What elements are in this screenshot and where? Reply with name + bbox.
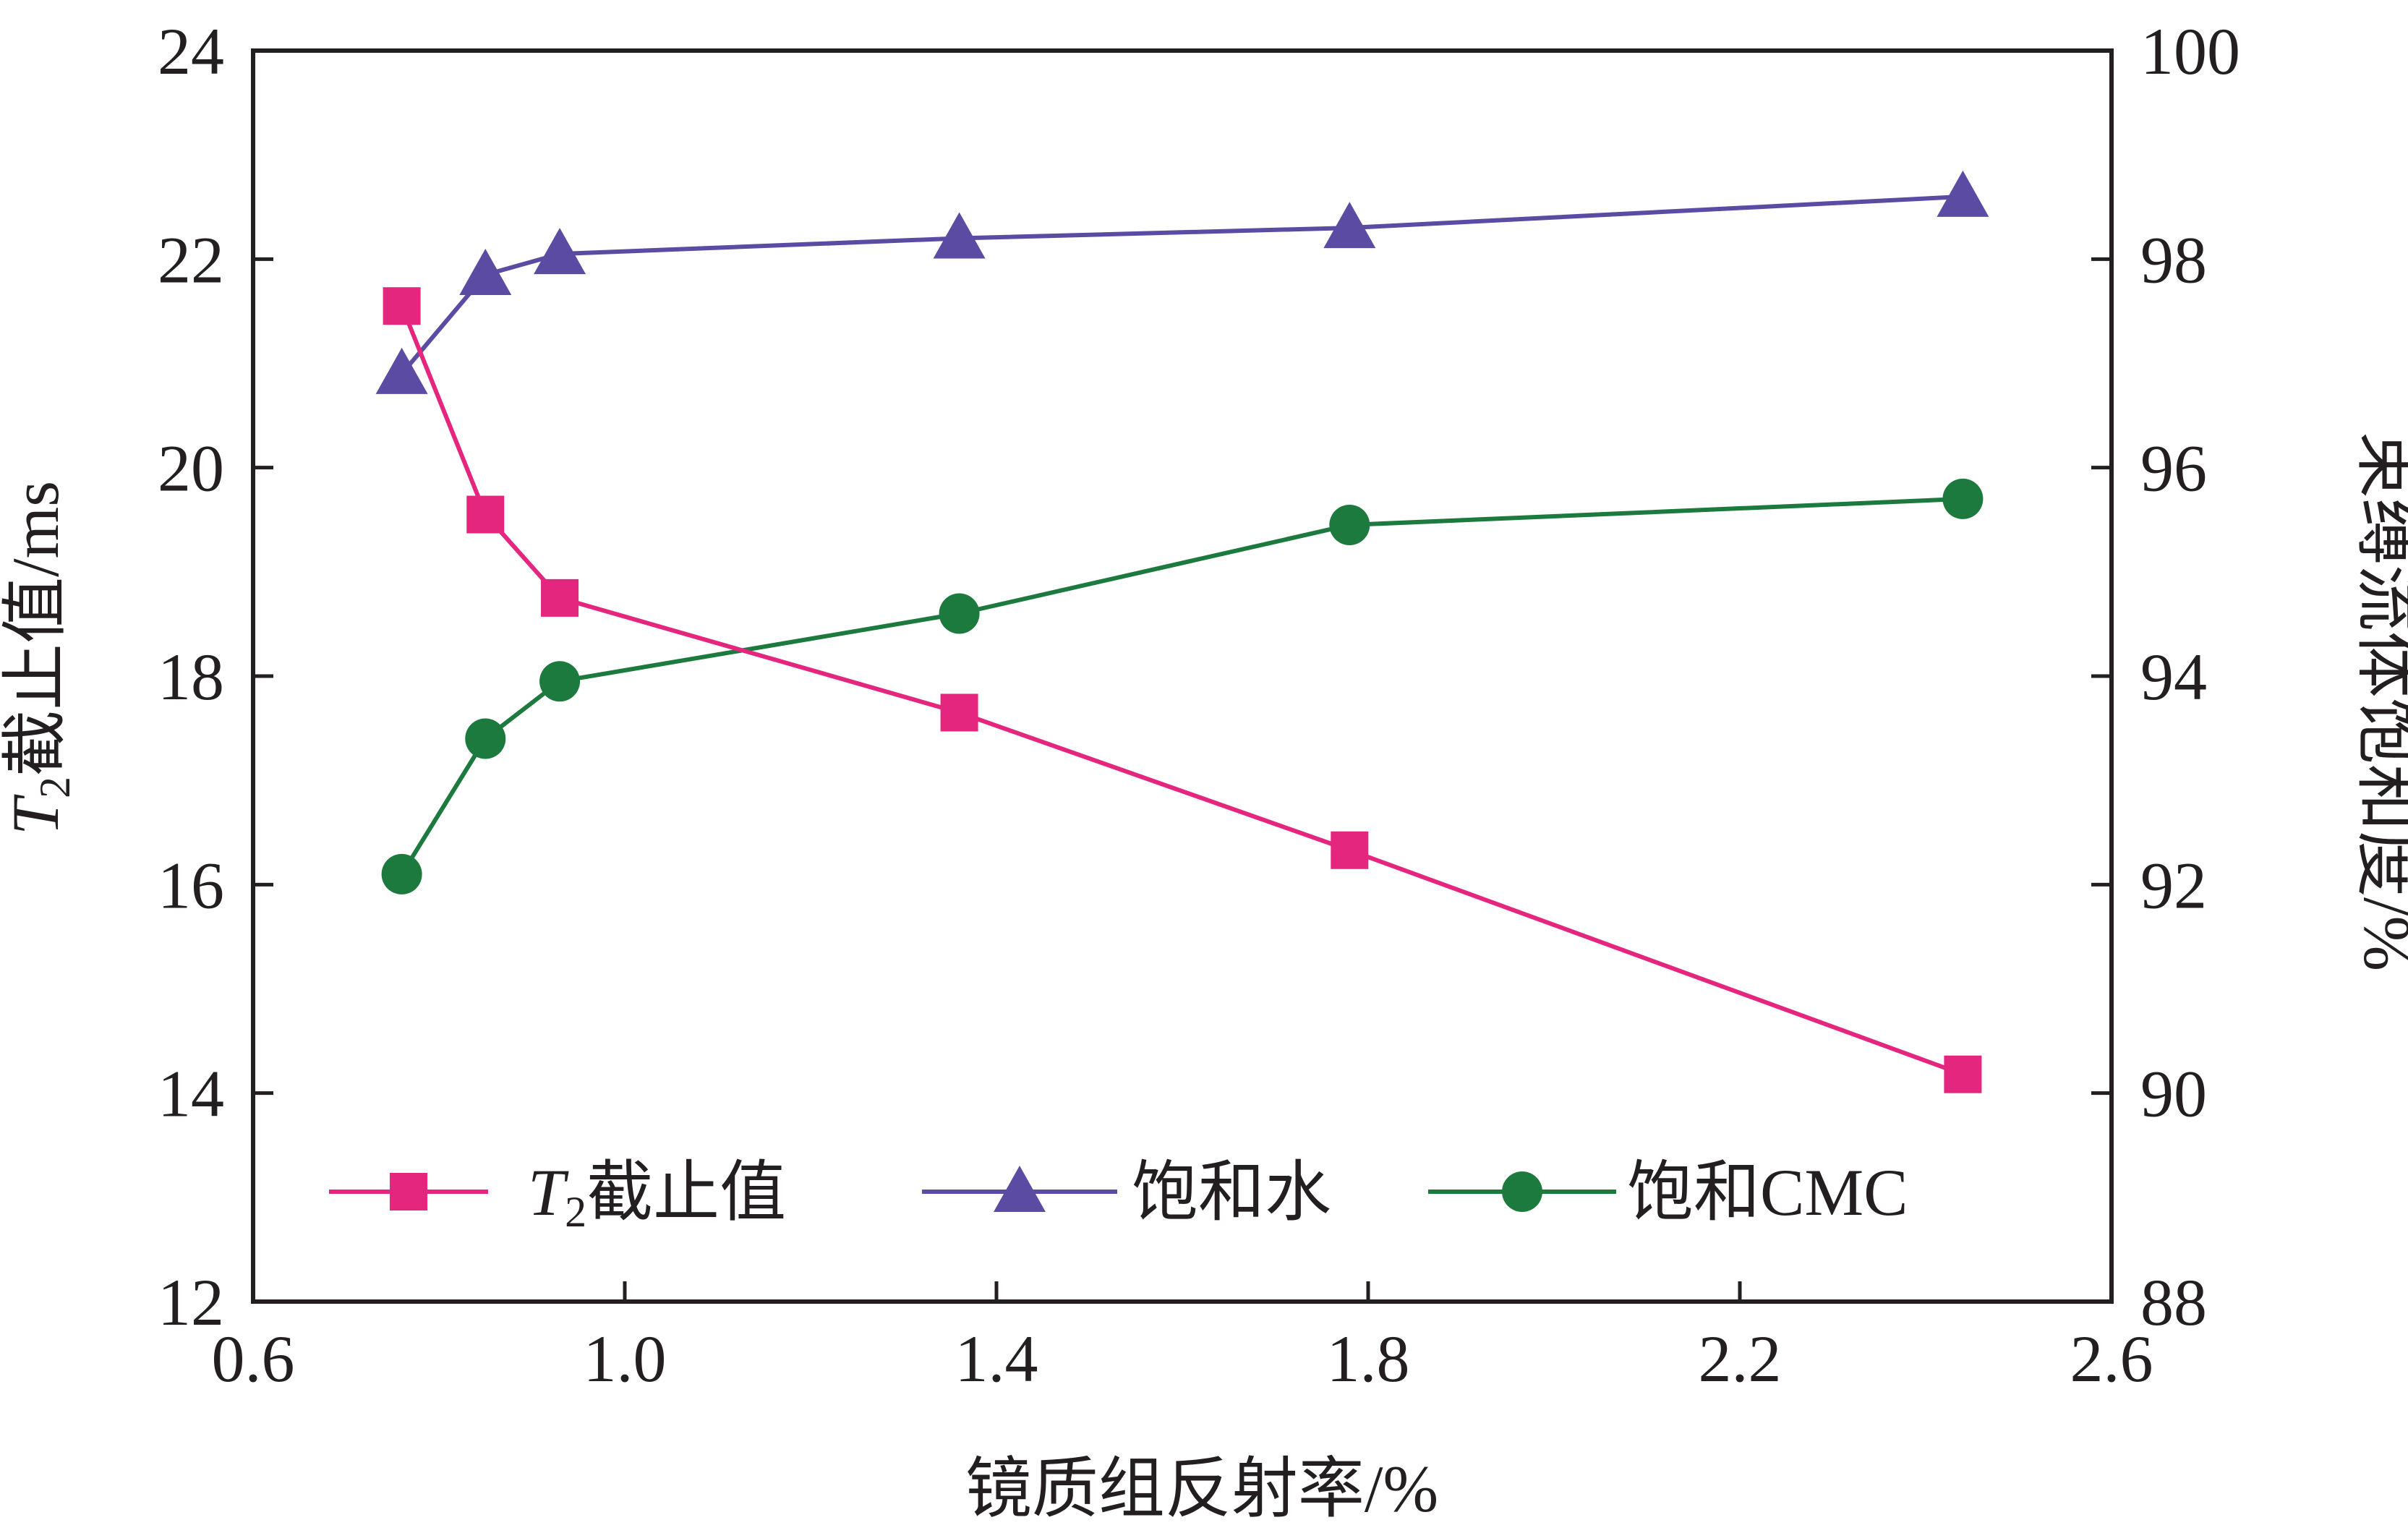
series-cmc <box>381 478 1984 894</box>
data-point-t2 <box>383 287 421 325</box>
data-point-water <box>1323 202 1376 249</box>
plot-frame <box>251 48 2114 1304</box>
data-point-water <box>534 228 586 275</box>
series-layer <box>375 170 1989 1093</box>
data-point-water <box>933 212 986 259</box>
y-right-tick-label: 94 <box>2140 640 2207 714</box>
data-point-t2 <box>466 495 505 534</box>
x-axis-label: 镜质组反射率/% <box>965 1452 1438 1526</box>
x-tick-label: 1.4 <box>955 1322 1038 1396</box>
y-right-tick-label: 96 <box>2140 432 2207 505</box>
legend-label: 饱和CMC <box>1627 1156 1908 1229</box>
series-water <box>375 170 1989 394</box>
series-line-t2 <box>399 305 1964 1077</box>
left-axis-label-subscript: 2 <box>31 777 79 798</box>
legend-label: 饱和水 <box>1132 1156 1331 1229</box>
series-line-water <box>400 194 1963 375</box>
data-point-cmc <box>1942 478 1984 519</box>
data-point-t2 <box>940 693 978 732</box>
y-left-tick-label: 14 <box>158 1057 224 1131</box>
y-left-tick-label: 18 <box>158 640 224 714</box>
y-right-tick-label: 88 <box>2140 1265 2207 1339</box>
y-left-tick-label: 24 <box>158 14 224 88</box>
data-point-cmc <box>939 593 980 634</box>
x-tick-label: 2.2 <box>1699 1322 1782 1396</box>
legend-marker <box>390 1173 427 1210</box>
data-point-t2 <box>1944 1055 1982 1093</box>
x-tick-label: 1.0 <box>584 1322 667 1396</box>
data-point-water <box>1937 170 1989 217</box>
y-right-tick-label: 90 <box>2140 1057 2207 1131</box>
y-left-tick-label: 16 <box>158 848 224 922</box>
legend-marker <box>994 1166 1046 1212</box>
y-left-tick-label: 20 <box>158 432 224 505</box>
legend-label-italic: T <box>528 1156 569 1229</box>
axis-layer: 0.6 1.0 1.4 1.8 2.2 2.6 12 14 16 18 20 22 24 88 90 92 94… <box>158 14 2240 1396</box>
data-point-cmc <box>1329 504 1370 545</box>
right-axis-label: 束缚流体饱和度/% <box>2350 432 2408 971</box>
y-right-tick-label: 92 <box>2140 848 2207 922</box>
legend-label: T2截止值 <box>528 1156 786 1236</box>
left-axis-label-italic: T <box>0 794 72 835</box>
legend-item-cmc: 饱和CMC <box>1428 1156 1908 1229</box>
left-axis-label: T2截止值/ms <box>0 481 79 835</box>
y-right-tick-label: 100 <box>2140 14 2240 88</box>
legend: T2截止值 饱和水 饱和CMC <box>329 1156 1908 1236</box>
y-right-tick-label: 98 <box>2140 223 2207 296</box>
x-tick-label: 1.8 <box>1327 1322 1410 1396</box>
y-left-tick-label: 22 <box>158 223 224 296</box>
data-point-cmc <box>465 718 506 759</box>
data-point-t2 <box>1331 831 1369 869</box>
x-tick-label: 2.6 <box>2070 1322 2153 1396</box>
legend-label-text: 截止值 <box>586 1156 786 1229</box>
data-point-water <box>375 347 428 394</box>
legend-marker <box>1502 1171 1542 1212</box>
x-tick-label: 0.6 <box>212 1322 295 1396</box>
data-point-water <box>459 248 512 295</box>
series-t2 <box>383 287 1982 1093</box>
legend-item-water: 饱和水 <box>922 1156 1331 1229</box>
data-point-t2 <box>541 578 579 617</box>
left-axis-label-rest: 截止值/ms <box>0 481 72 777</box>
legend-item-t2: T2截止值 <box>329 1156 786 1236</box>
series-line-cmc <box>400 496 1963 876</box>
data-point-cmc <box>539 661 581 702</box>
y-left-tick-label: 12 <box>158 1265 224 1339</box>
data-point-cmc <box>381 853 422 894</box>
legend-label-subscript: 2 <box>565 1188 586 1236</box>
